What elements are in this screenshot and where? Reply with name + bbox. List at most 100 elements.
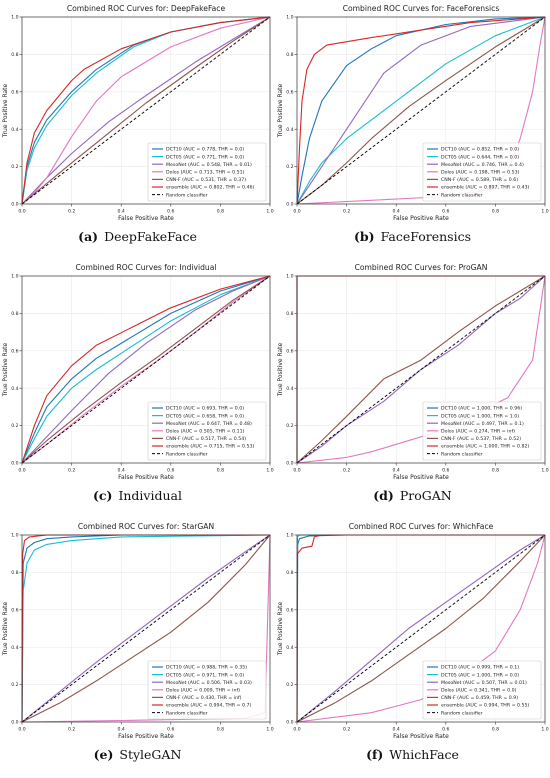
roc-panel: Combined ROC Curves for: DeepFakeFace 0.0… xyxy=(0,0,275,259)
x-tick-label: 0.6 xyxy=(442,468,449,474)
x-tick-label: 0.0 xyxy=(293,209,300,215)
caption-name: WhichFace xyxy=(389,747,459,762)
y-tick-label: 0.8 xyxy=(11,52,18,58)
plot-frame xyxy=(296,534,546,723)
y-tick-label: 1.0 xyxy=(11,15,18,21)
legend: DCT10 (AUC = 0.693, THR = 0.0)DCT05 (AUC… xyxy=(147,401,267,461)
x-tick-label: 0.6 xyxy=(167,468,174,474)
roc-curve-cnn-f xyxy=(296,534,546,723)
y-tick-label: 0.6 xyxy=(286,89,293,95)
panel-caption: (f) WhichFace xyxy=(275,747,550,762)
legend: DCT10 (AUC = 0.999, THR = 0.1)DCT05 (AUC… xyxy=(422,660,542,720)
y-tick-label: 0.8 xyxy=(11,311,18,317)
legend-entry: DCT10 (AUC = 0.852, THR = 0.0) xyxy=(441,147,519,153)
caption-name: Individual xyxy=(118,488,182,503)
x-axis-label: False Positive Rate xyxy=(393,733,449,740)
x-tick-label: 0.4 xyxy=(118,209,125,215)
roc-curve-ensemble xyxy=(21,275,271,464)
legend-entry: Dolos (AUC = 0.274, THR = inf) xyxy=(441,429,515,435)
roc-curve-ensemble xyxy=(21,16,271,205)
x-tick-label: 1.0 xyxy=(541,468,548,474)
y-tick-label: 0.8 xyxy=(286,52,293,58)
y-tick-label: 0.2 xyxy=(11,164,18,170)
roc-chart: Combined ROC Curves for: DeepFakeFace 0.0… xyxy=(2,4,274,222)
y-tick-label: 0.6 xyxy=(11,89,18,95)
y-tick-label: 0.4 xyxy=(11,386,18,392)
legend-box xyxy=(147,401,267,461)
x-tick-label: 0.0 xyxy=(293,727,300,733)
plot-frame xyxy=(296,16,546,205)
legend-entry: DCT05 (AUC = 1.000, THR = 0.0) xyxy=(441,672,519,678)
legend-entry-random: Random classifier xyxy=(166,451,208,457)
x-tick-label: 0.8 xyxy=(217,468,224,474)
legend-entry: Dolos (AUC = 0.009, THR = inf) xyxy=(166,688,240,694)
roc-curve-cnn-f xyxy=(21,534,271,723)
y-tick-label: 0.6 xyxy=(286,607,293,613)
y-tick-label: 0.6 xyxy=(11,607,18,613)
chart-title: Combined ROC Curves for: Individual xyxy=(76,263,217,272)
plot-frame xyxy=(296,275,546,464)
legend-entry: CNN-F (AUC = 0.589, THR = 0.6) xyxy=(441,177,518,183)
y-tick-label: 0.4 xyxy=(286,645,293,651)
legend-box xyxy=(422,401,542,461)
roc-panel: Combined ROC Curves for: StarGAN 0.0 0.2 0.… xyxy=(0,518,275,777)
y-axis-label: True Positive Rate xyxy=(2,342,9,397)
chart-title: Combined ROC Curves for: StarGAN xyxy=(78,522,214,531)
x-axis-label: False Positive Rate xyxy=(118,733,174,740)
chart-title: Combined ROC Curves for: ProGAN xyxy=(355,263,488,272)
roc-chart: Combined ROC Curves for: FaceForensics 0.… xyxy=(277,4,549,222)
legend-entry: DCT10 (AUC = 0.778, THR = 0.0) xyxy=(166,147,244,153)
y-tick-label: 0.8 xyxy=(286,311,293,317)
random-classifier-line xyxy=(21,16,271,205)
roc-curve-mesonet xyxy=(21,534,271,723)
legend-entry: DCT05 (AUC = 0.644, THR = 0.0) xyxy=(441,154,519,160)
roc-panel: Combined ROC Curves for: WhichFace 0.0 0.2… xyxy=(275,518,550,777)
x-axis-label: False Positive Rate xyxy=(393,215,449,222)
x-tick-label: 0.8 xyxy=(492,727,499,733)
legend-entry: MesoNet (AUC = 0.506, THR = 0.03) xyxy=(166,680,252,686)
legend-entry: CNN-F (AUC = 0.537, THR = 0.52) xyxy=(441,436,521,442)
legend-entry: Dolos (AUC = 0.341, THR = 0.0) xyxy=(441,688,517,694)
legend-entry: ensemble (AUC = 0.897, THR = 0.43) xyxy=(441,185,529,191)
caption-name: DeepFakeFace xyxy=(104,229,197,244)
legend-entry: DCT05 (AUC = 0.771, THR = 0.0) xyxy=(166,154,244,160)
legend-entry-random: Random classifier xyxy=(441,192,483,198)
x-axis-label: False Positive Rate xyxy=(118,215,174,222)
random-classifier-line xyxy=(296,275,546,464)
x-axis-label: False Positive Rate xyxy=(393,474,449,481)
roc-curve-dct10 xyxy=(296,16,546,205)
random-classifier-line xyxy=(21,275,271,464)
legend-entry: ensemble (AUC = 1.000, THR = 0.82) xyxy=(441,444,529,450)
panel-caption: (b) FaceForensics xyxy=(275,229,550,244)
y-tick-label: 0.2 xyxy=(286,682,293,688)
legend-entry: CNN-F (AUC = 0.531, THR = 0.37) xyxy=(166,177,246,183)
legend-entry: DCT05 (AUC = 1.000, THR = 1.0) xyxy=(441,413,519,419)
roc-curve-cnn-f xyxy=(296,16,546,205)
x-tick-label: 0.2 xyxy=(68,727,75,733)
roc-curve-dolos xyxy=(21,16,271,205)
panel-caption: (c) Individual xyxy=(0,488,275,503)
x-tick-label: 0.4 xyxy=(393,468,400,474)
x-tick-label: 0.4 xyxy=(118,727,125,733)
y-axis-label: True Positive Rate xyxy=(277,342,284,397)
roc-curve-cnn-f xyxy=(296,275,546,464)
legend-entry: DCT10 (AUC = 0.693, THR = 0.0) xyxy=(166,406,244,412)
plot-frame xyxy=(21,16,271,205)
y-tick-label: 1.0 xyxy=(286,533,293,539)
legend-box xyxy=(147,142,267,202)
y-tick-label: 0.2 xyxy=(286,164,293,170)
roc-curve-dct05 xyxy=(21,534,271,723)
y-axis-label: True Positive Rate xyxy=(277,83,284,138)
legend-entry: CNN-F (AUC = 0.517, THR = 0.54) xyxy=(166,436,246,442)
chart-title: Combined ROC Curves for: DeepFakeFace xyxy=(67,4,226,13)
y-axis-label: True Positive Rate xyxy=(2,601,9,656)
x-tick-label: 0.8 xyxy=(217,209,224,215)
legend-entry: ensemble (AUC = 0.994, THR = 0.7) xyxy=(166,703,251,709)
x-tick-label: 0.2 xyxy=(343,727,350,733)
x-tick-label: 0.6 xyxy=(167,727,174,733)
caption-letter: (b) xyxy=(353,229,375,244)
roc-chart: Combined ROC Curves for: WhichFace 0.0 0.2… xyxy=(277,522,549,740)
y-tick-label: 0.2 xyxy=(11,423,18,429)
x-tick-label: 1.0 xyxy=(541,209,548,215)
